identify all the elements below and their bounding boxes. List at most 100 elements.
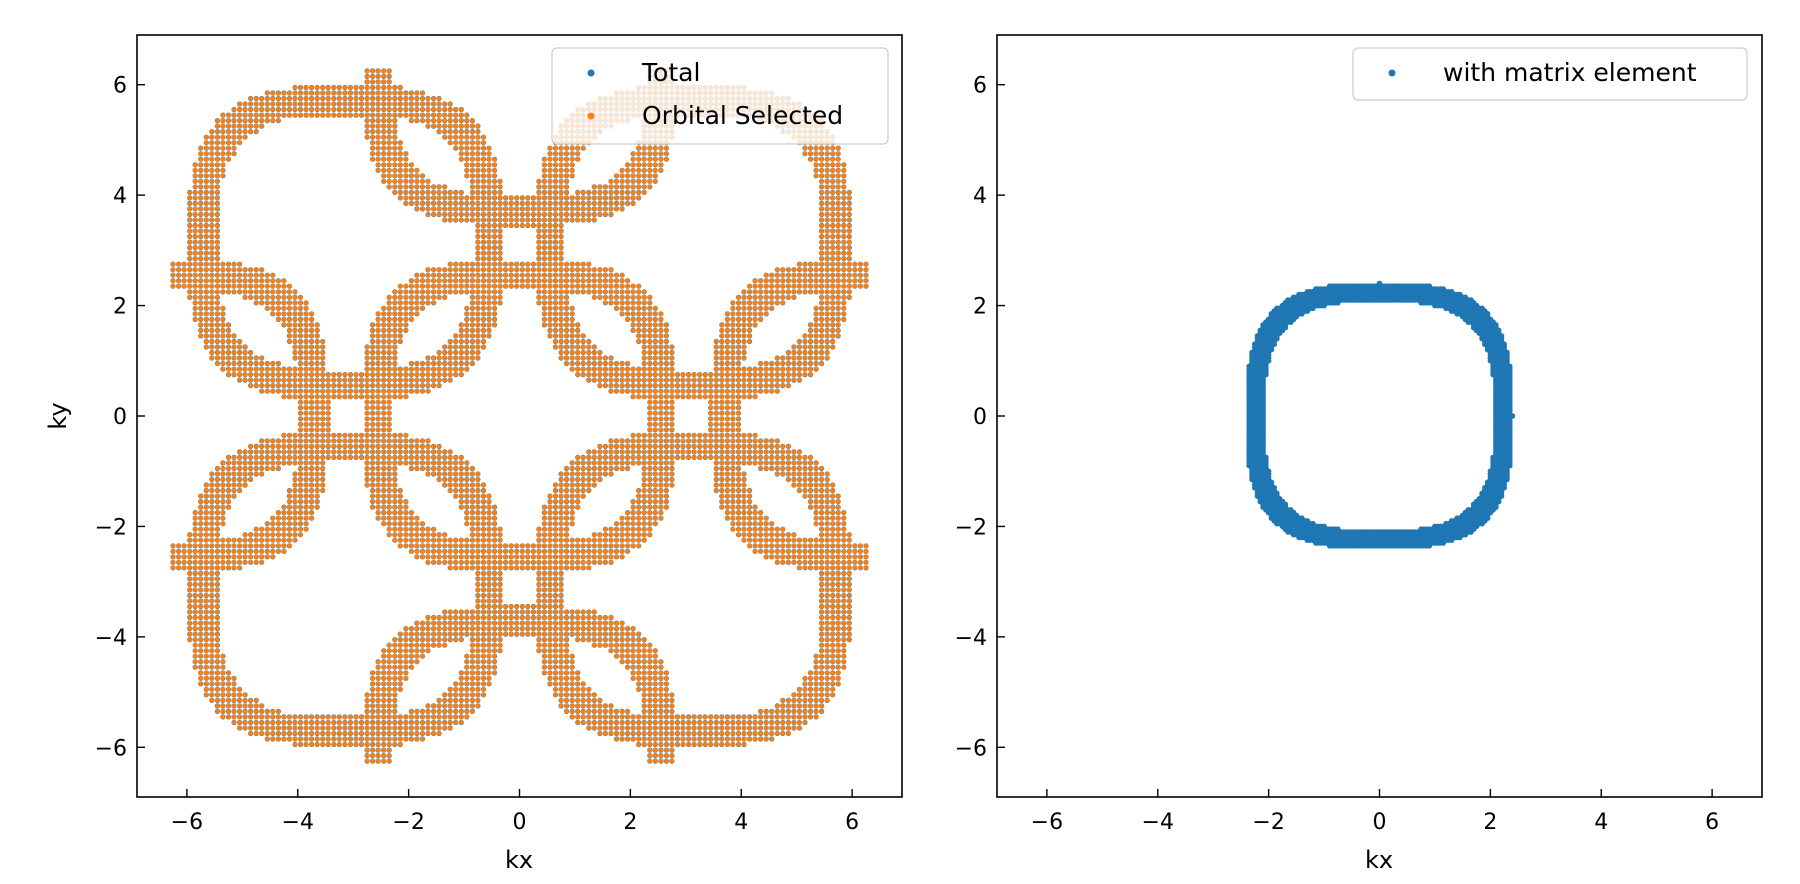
point-orbital-selected	[276, 532, 281, 537]
point-orbital-selected	[270, 283, 276, 289]
point-orbital-selected	[198, 311, 203, 317]
point-orbital-selected	[381, 670, 387, 676]
point-orbital-selected	[309, 399, 314, 405]
point-orbital-selected	[409, 664, 414, 670]
point-orbital-selected	[442, 361, 448, 366]
point-orbital-selected	[253, 532, 259, 537]
point-orbital-selected	[398, 537, 403, 543]
point-orbital-selected	[431, 206, 436, 212]
point-orbital-selected	[209, 676, 215, 681]
point-orbital-selected	[342, 714, 348, 720]
point-orbital-selected	[226, 543, 231, 549]
point-orbital-selected	[204, 648, 209, 653]
point-orbital-selected	[309, 466, 314, 471]
point-orbital-selected	[447, 460, 453, 466]
point-orbital-selected	[226, 366, 231, 372]
point-orbital-selected	[453, 692, 459, 698]
point-orbital-selected	[386, 515, 392, 521]
point-orbital-selected	[442, 637, 448, 642]
point-orbital-selected	[381, 311, 387, 317]
point-orbital-selected	[237, 261, 242, 267]
point-orbital-selected	[215, 306, 220, 311]
point-orbital-selected	[436, 267, 442, 273]
point-orbital-selected	[281, 377, 287, 383]
point-orbital-selected	[270, 306, 276, 311]
point-orbital-selected	[431, 107, 436, 112]
point-orbital-selected	[325, 742, 331, 747]
point-orbital-selected	[314, 328, 320, 333]
point-orbital-selected	[215, 151, 220, 156]
point-orbital-selected	[204, 587, 209, 593]
point-orbital-selected	[403, 156, 409, 162]
point-orbital-selected	[425, 444, 431, 449]
point-orbital-selected	[170, 261, 176, 267]
point-orbital-selected	[281, 322, 287, 328]
point-orbital-selected	[209, 261, 215, 267]
point-orbital-selected	[270, 466, 276, 471]
point-orbital-selected	[270, 377, 276, 383]
point-orbital-selected	[226, 460, 231, 466]
point-orbital-selected	[303, 112, 309, 118]
point-orbital-selected	[320, 455, 326, 460]
point-orbital-selected	[204, 212, 209, 217]
point-orbital-selected	[192, 521, 198, 526]
point-orbital-selected	[375, 742, 381, 747]
point-orbital-selected	[242, 355, 248, 361]
point-orbital-selected	[370, 482, 375, 488]
point-orbital-selected	[242, 466, 248, 471]
point-orbital-selected	[265, 460, 270, 466]
point-orbital-selected	[425, 201, 431, 206]
point-orbital-selected	[409, 537, 414, 543]
point-orbital-selected	[303, 493, 309, 499]
point-orbital-selected	[198, 278, 203, 284]
point-orbital-selected	[364, 112, 370, 118]
point-orbital-selected	[375, 687, 381, 692]
point-orbital-selected	[425, 537, 431, 543]
point-orbital-selected	[198, 162, 203, 168]
point-orbital-selected	[431, 355, 436, 361]
point-orbital-selected	[292, 96, 298, 101]
point-orbital-selected	[248, 554, 253, 560]
point-orbital-selected	[398, 151, 403, 156]
point-orbital-selected	[226, 278, 231, 284]
point-orbital-selected	[292, 101, 298, 107]
point-orbital-selected	[364, 703, 370, 709]
point-orbital-selected	[198, 604, 203, 609]
point-orbital-selected	[226, 493, 231, 499]
point-orbital-selected	[314, 731, 320, 736]
point-orbital-selected	[381, 427, 387, 433]
point-orbital-selected	[370, 405, 375, 411]
point-orbital-selected	[309, 438, 314, 444]
point-orbital-selected	[198, 223, 203, 228]
point-orbital-selected	[409, 438, 414, 444]
point-orbital-selected	[215, 648, 220, 653]
point-orbital-selected	[414, 272, 420, 278]
point-orbital-selected	[392, 499, 398, 504]
point-orbital-selected	[265, 383, 270, 388]
point-orbital-selected	[215, 510, 220, 515]
point-orbital-selected	[253, 720, 259, 725]
point-orbital-selected	[392, 642, 398, 648]
point-orbital-selected	[298, 311, 303, 317]
point-orbital-selected	[375, 123, 381, 129]
point-orbital-selected	[431, 560, 436, 565]
point-orbital-selected	[303, 322, 309, 328]
point-orbital-selected	[253, 549, 259, 554]
point-orbital-selected	[220, 151, 226, 156]
point-orbital-selected	[386, 714, 392, 720]
point-orbital-selected	[314, 355, 320, 361]
point-orbital-selected	[447, 609, 453, 615]
point-orbital-selected	[364, 449, 370, 455]
point-orbital-selected	[431, 372, 436, 377]
point-orbital-selected	[392, 311, 398, 317]
point-orbital-selected	[398, 322, 403, 328]
point-orbital-selected	[370, 372, 375, 377]
point-orbital-selected	[331, 383, 337, 388]
point-orbital-selected	[187, 626, 192, 631]
point-orbital-selected	[447, 206, 453, 212]
point-orbital-selected	[231, 118, 237, 123]
point-orbital-selected	[420, 438, 425, 444]
point-orbital-selected	[298, 714, 303, 720]
point-orbital-selected	[420, 90, 425, 96]
point-orbital-selected	[303, 455, 309, 460]
